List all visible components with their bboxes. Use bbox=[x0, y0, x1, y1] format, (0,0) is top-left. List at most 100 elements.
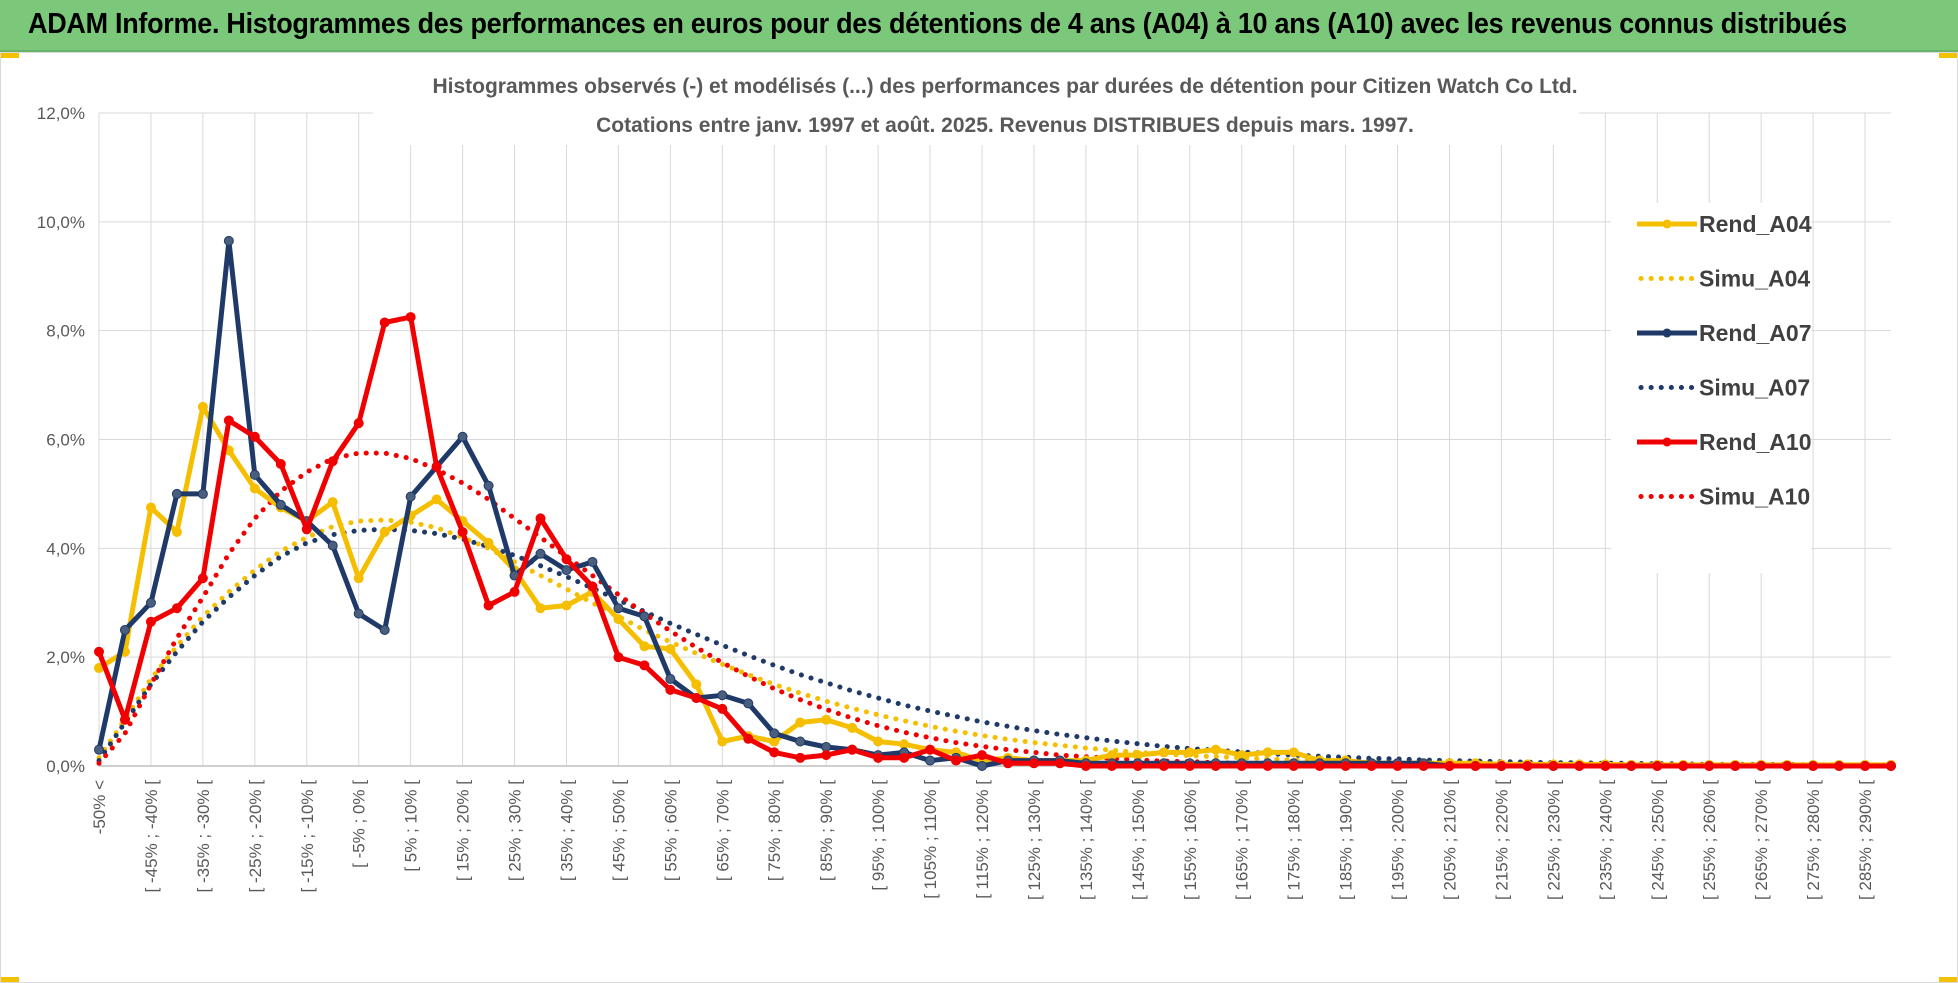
report-banner: ADAM Informe. Histogrammes des performan… bbox=[0, 0, 1958, 52]
legend-label: Rend_A10 bbox=[1699, 429, 1811, 455]
rend-a10-point bbox=[847, 744, 858, 755]
rend-a04-point bbox=[1132, 750, 1143, 761]
rend-a07-point bbox=[145, 597, 156, 608]
x-tick-label: [ 205% ; 210% [ bbox=[1440, 780, 1459, 900]
rend-a07-point bbox=[119, 624, 130, 635]
x-tick-label: [ -5% ; 0% [ bbox=[350, 780, 369, 868]
rend-a10-point bbox=[1860, 761, 1871, 771]
rend-a10-point bbox=[587, 581, 598, 592]
rend-a04-point bbox=[353, 573, 364, 584]
rend-a10-point bbox=[1002, 758, 1013, 769]
x-tick-label: [ 245% ; 250% [ bbox=[1648, 780, 1667, 900]
y-axis-ticks: 0,0% 2,0% 4,0% 6,0% 8,0% 10,0% 12,0% bbox=[37, 104, 85, 776]
rend-a10-point bbox=[1184, 761, 1195, 771]
legend-label: Rend_A04 bbox=[1699, 211, 1812, 237]
rend-a04-point bbox=[821, 714, 832, 725]
corner-mark bbox=[1939, 977, 1957, 982]
rend-a10-point bbox=[1080, 761, 1091, 771]
chart-title-block: Histogrammes observés (-) et modélisés (… bbox=[373, 67, 1579, 145]
rend-a10-point bbox=[1028, 758, 1039, 769]
x-tick-label: [ 165% ; 170% [ bbox=[1233, 780, 1252, 900]
x-tick-label: [ 105% ; 110% [ bbox=[921, 780, 940, 899]
x-tick-label: [ 35% ; 40% [ bbox=[557, 780, 576, 881]
rend-a04-point bbox=[717, 736, 728, 747]
rend-a10-point bbox=[94, 646, 104, 657]
rend-a04-point bbox=[665, 644, 676, 655]
legend-marker bbox=[1662, 328, 1672, 338]
x-tick-label: [ 155% ; 160% [ bbox=[1181, 780, 1200, 900]
rend-a10-point bbox=[1210, 761, 1221, 771]
y-tick-label: 6,0% bbox=[46, 431, 85, 450]
rend-a10-point bbox=[1782, 761, 1793, 771]
legend-background bbox=[1611, 203, 1811, 573]
rend-a04-point bbox=[613, 614, 624, 625]
rend-a10-point bbox=[691, 692, 702, 703]
performance-histogram-chart: 0,0% 2,0% 4,0% 6,0% 8,0% 10,0% 12,0% -50% < [ -… bbox=[37, 67, 1896, 900]
x-tick-label: [ 185% ; 190% [ bbox=[1337, 780, 1356, 900]
rend-a07-point bbox=[613, 603, 624, 614]
chart-frame: 0,0% 2,0% 4,0% 6,0% 8,0% 10,0% 12,0% -50% < [ -… bbox=[0, 52, 1958, 983]
x-tick-label: [ 225% ; 230% [ bbox=[1544, 780, 1563, 900]
rend-a10-point bbox=[1574, 761, 1585, 771]
legend-item: Simu_A10 bbox=[1638, 484, 1810, 510]
rend-a07-point bbox=[223, 235, 234, 246]
rend-a04-point bbox=[431, 494, 442, 505]
legend-item: Simu_A04 bbox=[1638, 266, 1810, 292]
rend-a07-point bbox=[977, 761, 988, 771]
x-tick-label: [ 135% ; 140% [ bbox=[1077, 780, 1096, 900]
rend-a04-point bbox=[197, 401, 208, 412]
rend-a07-point bbox=[561, 565, 572, 576]
rend-a10-point bbox=[925, 744, 936, 755]
y-tick-label: 2,0% bbox=[46, 648, 85, 667]
x-tick-label: [ 265% ; 270% [ bbox=[1752, 780, 1771, 900]
x-tick-label: [ 65% ; 70% [ bbox=[713, 780, 732, 881]
legend-label: Rend_A07 bbox=[1699, 320, 1811, 346]
rend-a10-point bbox=[1236, 761, 1247, 771]
x-tick-label: [ 115% ; 120% [ bbox=[973, 780, 992, 899]
x-tick-label: [ 275% ; 280% [ bbox=[1804, 780, 1823, 900]
grid-layer bbox=[98, 112, 1891, 767]
rend-a10-point bbox=[119, 714, 130, 725]
rend-a10-point bbox=[821, 750, 832, 761]
y-tick-label: 10,0% bbox=[37, 213, 85, 232]
x-tick-label: [ 175% ; 180% [ bbox=[1285, 780, 1304, 900]
rend-a10-point bbox=[171, 603, 182, 614]
x-tick-label: [ 85% ; 90% [ bbox=[817, 780, 836, 881]
rend-a10-point bbox=[1366, 761, 1377, 771]
rend-a10-point bbox=[1444, 761, 1455, 771]
x-tick-label: [ 75% ; 80% [ bbox=[765, 780, 784, 881]
rend-a07-point bbox=[743, 698, 754, 709]
rend-a07-point bbox=[795, 736, 806, 747]
rend-a10-point bbox=[535, 513, 546, 524]
rend-a04-point bbox=[691, 679, 702, 690]
x-axis-ticks: -50% < [ -45% ; -40% [[ -35% ; -30% [[ -2… bbox=[90, 780, 1875, 900]
rend-a04-point bbox=[1262, 747, 1273, 758]
rend-a10-point bbox=[1262, 761, 1273, 771]
x-tick-label: [ 25% ; 30% [ bbox=[506, 780, 525, 881]
series-layer bbox=[94, 235, 1896, 771]
rend-a10-point bbox=[1340, 761, 1351, 771]
rend-a07-point bbox=[94, 744, 104, 755]
rend-a04-point bbox=[795, 717, 806, 728]
rend-a10-point bbox=[301, 524, 312, 535]
legend-marker bbox=[1662, 437, 1672, 447]
x-tick-label: [ 95% ; 100% [ bbox=[869, 780, 888, 891]
rend-a10-point bbox=[1756, 761, 1767, 771]
x-tick-label: [ 15% ; 20% [ bbox=[454, 780, 473, 881]
rend-a04-point bbox=[1288, 747, 1299, 758]
rend-a10-point bbox=[1496, 761, 1507, 771]
rend-a10-point bbox=[795, 752, 806, 763]
rend-a10-point bbox=[405, 312, 416, 323]
rend-a10-point bbox=[743, 733, 754, 744]
rend-a04-point bbox=[1158, 747, 1169, 758]
x-tick-label: [ 5% ; 10% [ bbox=[402, 780, 421, 872]
rend-a10-point bbox=[1132, 761, 1143, 771]
rend-a10-point bbox=[1730, 761, 1741, 771]
rend-a04-point bbox=[379, 527, 390, 538]
rend-a10-point bbox=[1158, 761, 1169, 771]
rend-a07-point bbox=[535, 548, 546, 559]
legend-item: Simu_A07 bbox=[1638, 375, 1810, 401]
rend-a10-point bbox=[275, 458, 286, 469]
rend-a10-point bbox=[1548, 761, 1559, 771]
rend-a10-series bbox=[94, 312, 1896, 771]
